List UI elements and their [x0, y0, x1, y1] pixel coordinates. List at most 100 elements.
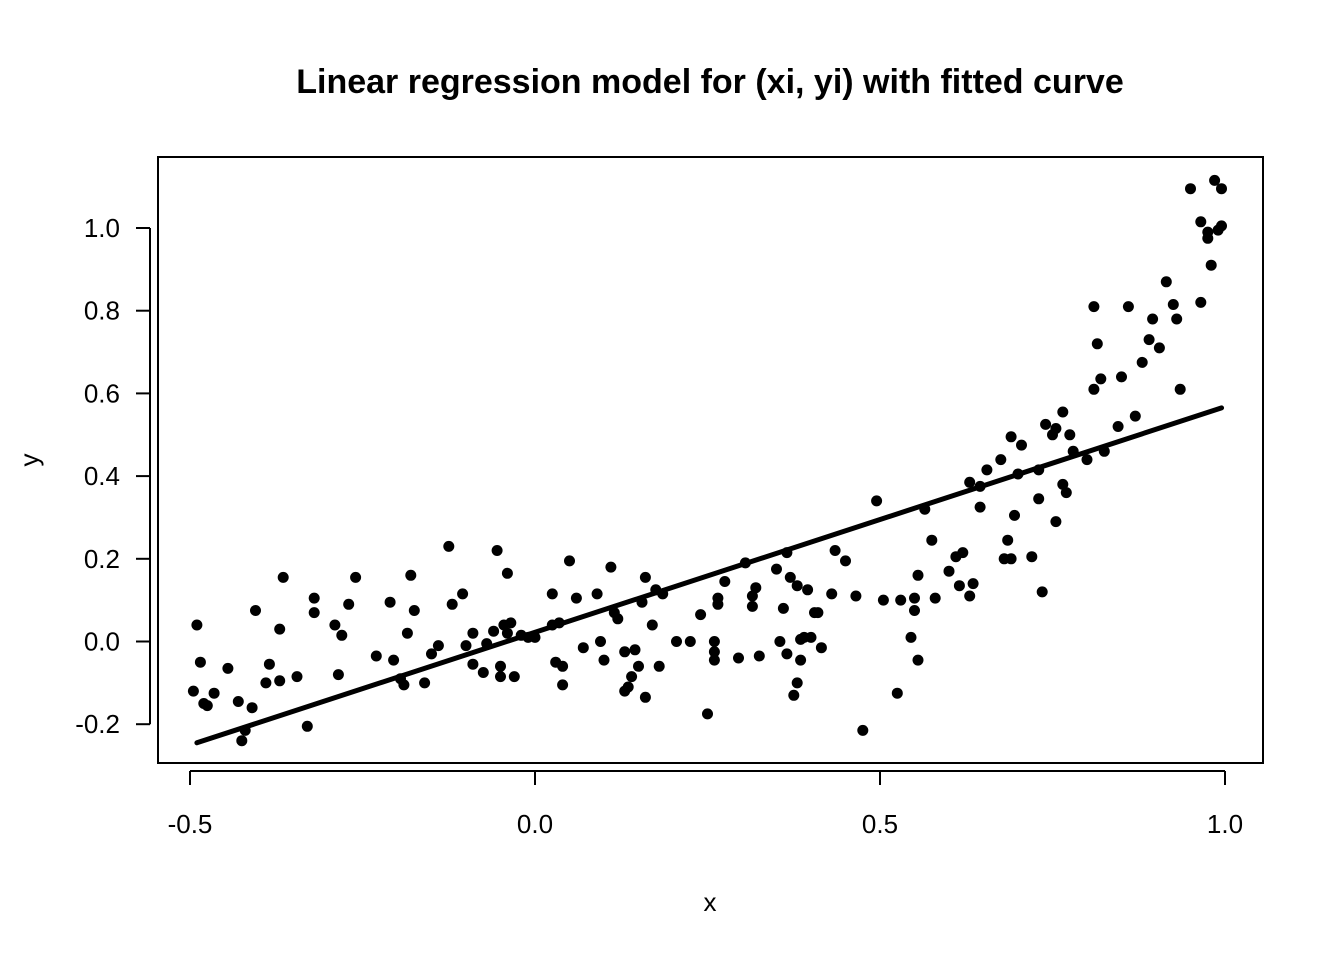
data-point [774, 636, 786, 647]
data-point [329, 619, 341, 631]
data-point [443, 540, 455, 552]
plot-frame [157, 156, 1264, 764]
chart-title: Linear regression model for (xi, yi) wit… [296, 63, 1124, 101]
data-point [812, 607, 824, 619]
data-point [1153, 342, 1165, 354]
data-point [995, 454, 1007, 466]
data-point [981, 464, 993, 476]
data-point [791, 677, 803, 689]
data-point [905, 631, 917, 643]
data-point [826, 588, 838, 600]
data-point [957, 547, 969, 559]
data-point [491, 545, 503, 556]
data-point [1005, 431, 1017, 443]
data-point [467, 658, 479, 670]
data-point [467, 627, 479, 639]
data-point [639, 691, 651, 703]
data-point [1016, 439, 1027, 451]
data-point [477, 667, 489, 678]
data-point [629, 644, 641, 656]
data-point [419, 677, 431, 689]
points-layer [187, 174, 1227, 747]
data-point [850, 590, 862, 602]
data-point [446, 598, 458, 610]
data-point [943, 565, 955, 577]
data-point [1136, 356, 1148, 368]
data-point [336, 629, 348, 641]
data-point [408, 605, 420, 616]
data-point [350, 571, 362, 583]
data-point [1057, 406, 1069, 418]
data-point [1129, 410, 1141, 422]
data-point [1167, 299, 1179, 310]
data-point [802, 584, 814, 596]
y-tick-label: 0.6 [84, 378, 120, 408]
data-point [501, 567, 513, 579]
data-point [460, 640, 472, 652]
data-point [1009, 509, 1020, 521]
data-point [771, 563, 782, 575]
data-point [1122, 301, 1134, 313]
data-point [926, 534, 938, 546]
data-point [953, 580, 965, 592]
data-point [750, 582, 762, 594]
y-tick-label: 0.4 [84, 461, 120, 491]
data-point [263, 658, 275, 670]
data-point [370, 650, 382, 662]
data-point [1209, 174, 1221, 186]
data-point [909, 592, 920, 604]
data-point [1112, 421, 1124, 432]
data-point [384, 596, 396, 608]
data-point [784, 571, 796, 583]
data-point [595, 636, 606, 647]
data-point [1195, 296, 1207, 308]
data-point [746, 590, 758, 602]
data-point [432, 640, 444, 652]
data-point [557, 660, 569, 672]
data-point [671, 636, 682, 647]
data-point [277, 571, 289, 583]
data-point [1088, 383, 1100, 395]
data-point [791, 580, 803, 592]
data-point [1143, 334, 1155, 346]
data-point [1116, 371, 1127, 383]
data-point [191, 619, 203, 631]
data-point [274, 675, 286, 687]
data-point [405, 569, 417, 581]
data-point [1050, 423, 1062, 434]
data-point [829, 545, 841, 556]
data-point [626, 671, 638, 683]
data-point [719, 576, 731, 587]
data-point [488, 625, 500, 637]
data-point [646, 619, 658, 631]
data-point [684, 636, 696, 647]
data-point [308, 592, 320, 604]
data-point [250, 605, 261, 616]
data-point [1091, 338, 1103, 350]
data-point [1088, 301, 1100, 313]
data-point [1174, 383, 1186, 395]
data-point [1205, 259, 1217, 271]
data-point [781, 648, 793, 660]
data-point [495, 660, 506, 672]
data-point [505, 617, 517, 629]
data-point [964, 476, 976, 488]
data-point [964, 590, 976, 602]
data-point [929, 592, 941, 604]
data-point [260, 677, 272, 689]
data-point [891, 687, 903, 699]
y-tick-label: 1.0 [84, 213, 120, 243]
data-point [222, 662, 234, 674]
data-point [909, 605, 920, 616]
x-tick-label: 1.0 [1207, 809, 1243, 839]
data-point [388, 654, 400, 666]
data-point [612, 613, 624, 625]
data-point [605, 561, 617, 573]
data-point [702, 708, 713, 720]
data-point [308, 607, 320, 619]
data-point [1185, 183, 1196, 195]
data-point [1195, 216, 1207, 228]
data-point [1147, 313, 1159, 325]
data-point [208, 687, 220, 699]
